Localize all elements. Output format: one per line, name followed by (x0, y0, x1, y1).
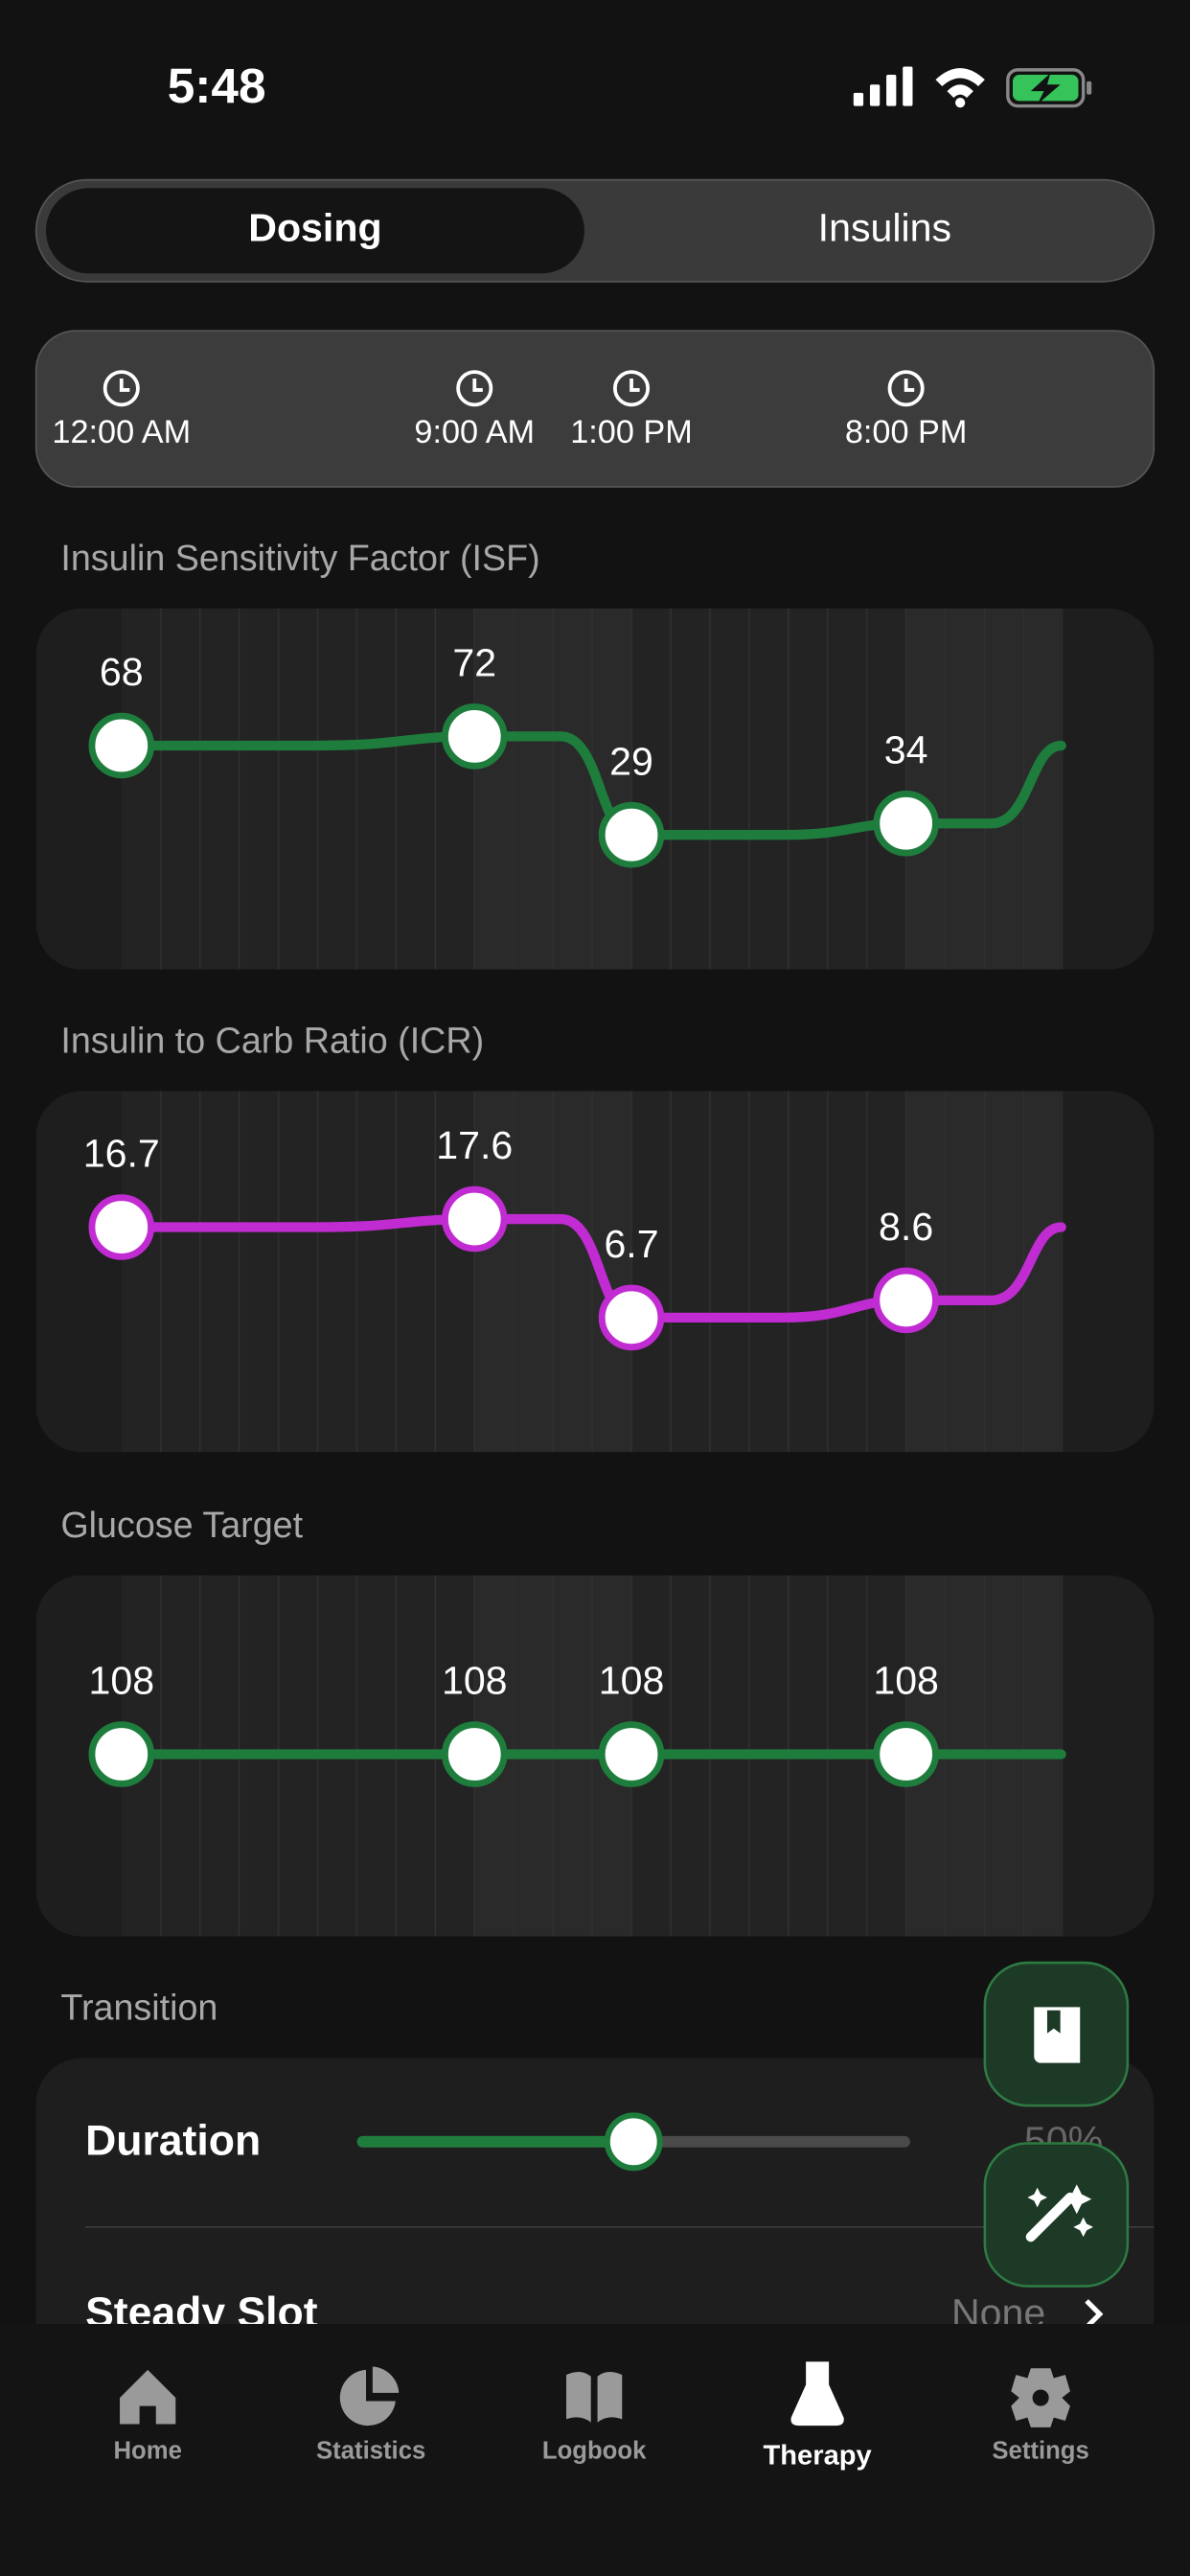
tab[interactable]: Logbook (542, 2372, 647, 2464)
tab-label: Settings (992, 2437, 1088, 2464)
tab-label: Therapy (764, 2440, 873, 2471)
tab-bar (0, 2323, 1190, 2576)
data-label: 6.7 (604, 1222, 658, 1266)
clock-hands (904, 378, 915, 392)
clock-icon (887, 370, 925, 407)
slot-band (121, 608, 475, 970)
data-point[interactable] (88, 1721, 155, 1787)
segment-selected (45, 188, 584, 274)
tab-label: Logbook (542, 2437, 647, 2464)
tab[interactable]: Settings (992, 2368, 1089, 2464)
tab[interactable]: Therapy (764, 2361, 873, 2471)
data-label: 108 (442, 1659, 508, 1703)
section-title: Insulin Sensitivity Factor (ISF) (60, 538, 539, 578)
time-slot-panel (34, 330, 1156, 488)
slider-thumb[interactable] (604, 2112, 663, 2172)
time-slot-label: 1:00 PM (570, 414, 693, 450)
data-label: 72 (452, 641, 496, 685)
tab-icon (120, 2369, 176, 2425)
status-time: 5:48 (168, 58, 266, 113)
time-slot[interactable]: 1:00 PM (570, 370, 693, 450)
slot-band (631, 1091, 906, 1453)
time-slot-label: 9:00 AM (414, 414, 535, 450)
duration-label: Duration (85, 2117, 261, 2164)
section-title: Insulin to Carb Ratio (ICR) (60, 1021, 484, 1061)
data-point[interactable] (873, 1721, 939, 1787)
clock-hands (472, 378, 483, 392)
segment-option[interactable]: Dosing (248, 206, 381, 250)
slot-band (121, 1091, 475, 1453)
data-label: 34 (884, 727, 928, 771)
tab-icon (790, 2361, 844, 2426)
data-point[interactable] (441, 1721, 508, 1787)
chart-panel: 68 72 29 34 (35, 608, 1155, 970)
tab[interactable]: Home (113, 2369, 182, 2464)
section-title: Transition (60, 1988, 217, 2028)
segment-option[interactable]: Insulins (818, 206, 951, 250)
data-point[interactable] (598, 801, 665, 868)
tab-icon-hole (1032, 2389, 1049, 2406)
data-point[interactable] (598, 1284, 665, 1351)
tab-label: Statistics (316, 2437, 425, 2464)
fab-logbook[interactable] (983, 1961, 1130, 2107)
chart-panel: 16.7 17.6 6.7 8.6 (35, 1091, 1155, 1453)
data-label: 108 (599, 1659, 665, 1703)
data-label: 16.7 (83, 1132, 160, 1176)
time-slot[interactable]: 8:00 PM (845, 370, 968, 450)
time-slot[interactable]: 9:00 AM (414, 370, 535, 450)
data-label: 8.6 (879, 1205, 933, 1249)
time-slot[interactable]: 12:00 AM (52, 370, 191, 450)
data-label: 108 (873, 1659, 939, 1703)
tab-icon (339, 2366, 400, 2426)
clock-icon (613, 370, 651, 407)
tab[interactable]: Statistics (316, 2366, 425, 2465)
data-point[interactable] (873, 790, 939, 857)
clock-icon (103, 370, 140, 407)
data-point[interactable] (441, 1185, 508, 1253)
data-point[interactable] (598, 1721, 665, 1787)
data-label: 108 (88, 1659, 154, 1703)
data-point[interactable] (441, 703, 508, 770)
data-label: 17.6 (436, 1123, 513, 1167)
tab-label: Home (113, 2437, 181, 2464)
status-icons (853, 66, 1092, 108)
time-slot-label: 12:00 AM (52, 414, 191, 450)
tab-icon (566, 2372, 623, 2423)
slot-band (631, 608, 906, 970)
clock-hands (119, 378, 130, 392)
clock-hands (629, 378, 640, 392)
section-title: Glucose Target (60, 1505, 303, 1545)
time-slot-label: 8:00 PM (845, 414, 968, 450)
data-point[interactable] (88, 1194, 155, 1260)
data-point[interactable] (873, 1267, 939, 1334)
data-label: 29 (609, 739, 653, 783)
fab-magic[interactable] (983, 2142, 1130, 2288)
clock-icon (456, 370, 493, 407)
data-point[interactable] (88, 712, 155, 779)
chart-panel: 108 108 108 108 (35, 1575, 1155, 1937)
chevron (1085, 2299, 1104, 2330)
data-label: 68 (100, 650, 144, 694)
